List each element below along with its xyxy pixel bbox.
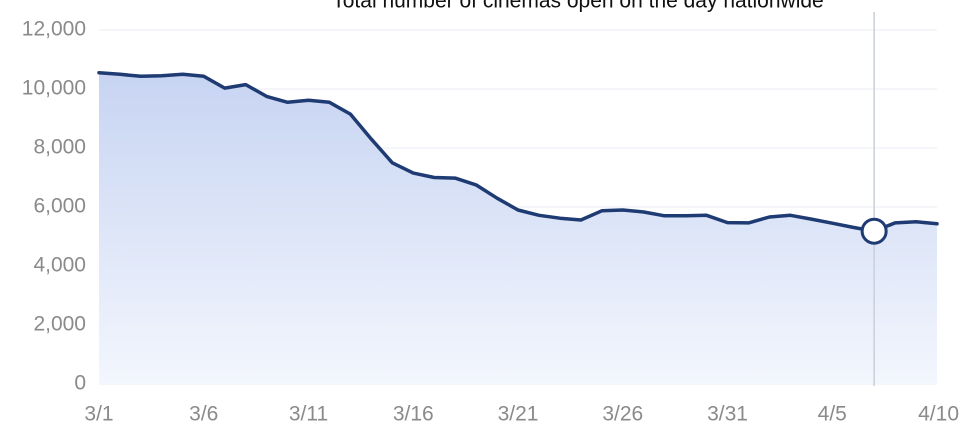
y-tick-label: 2,000 [33,313,86,336]
highlight-layer [860,12,888,386]
x-tick-label: 3/31 [707,403,748,426]
y-tick-label: 0 [74,372,86,395]
y-tick-label: 6,000 [33,195,86,218]
x-tick-label: 3/26 [602,403,643,426]
x-tick-label: 4/10 [918,403,959,426]
x-tick-label: 3/21 [498,403,539,426]
highlight-point [860,217,888,245]
area-fill-layer [99,72,937,385]
series-line [97,71,939,233]
y-tick-label: 10,000 [22,77,86,100]
y-tick-label: 4,000 [33,254,86,277]
x-tick-label: 3/11 [289,403,328,426]
x-tick-label: 3/6 [189,403,218,426]
x-tick-label: 3/16 [393,403,434,426]
x-axis-ticks: 3/1 3/6 3/11 3/16 3/21 3/26 3/31 4/5 4/10 [84,403,959,426]
line-layer [97,71,939,233]
x-tick-label: 4/5 [818,403,847,426]
chart-title: Total number of cinemas open on the day … [332,0,823,13]
x-tick-label: 3/1 [84,403,113,426]
y-axis-ticks: 0 2,000 4,000 6,000 8,000 10,000 12,000 [22,18,86,395]
y-tick-label: 8,000 [33,136,86,159]
area-fill [99,72,937,385]
y-tick-label: 12,000 [22,18,86,41]
